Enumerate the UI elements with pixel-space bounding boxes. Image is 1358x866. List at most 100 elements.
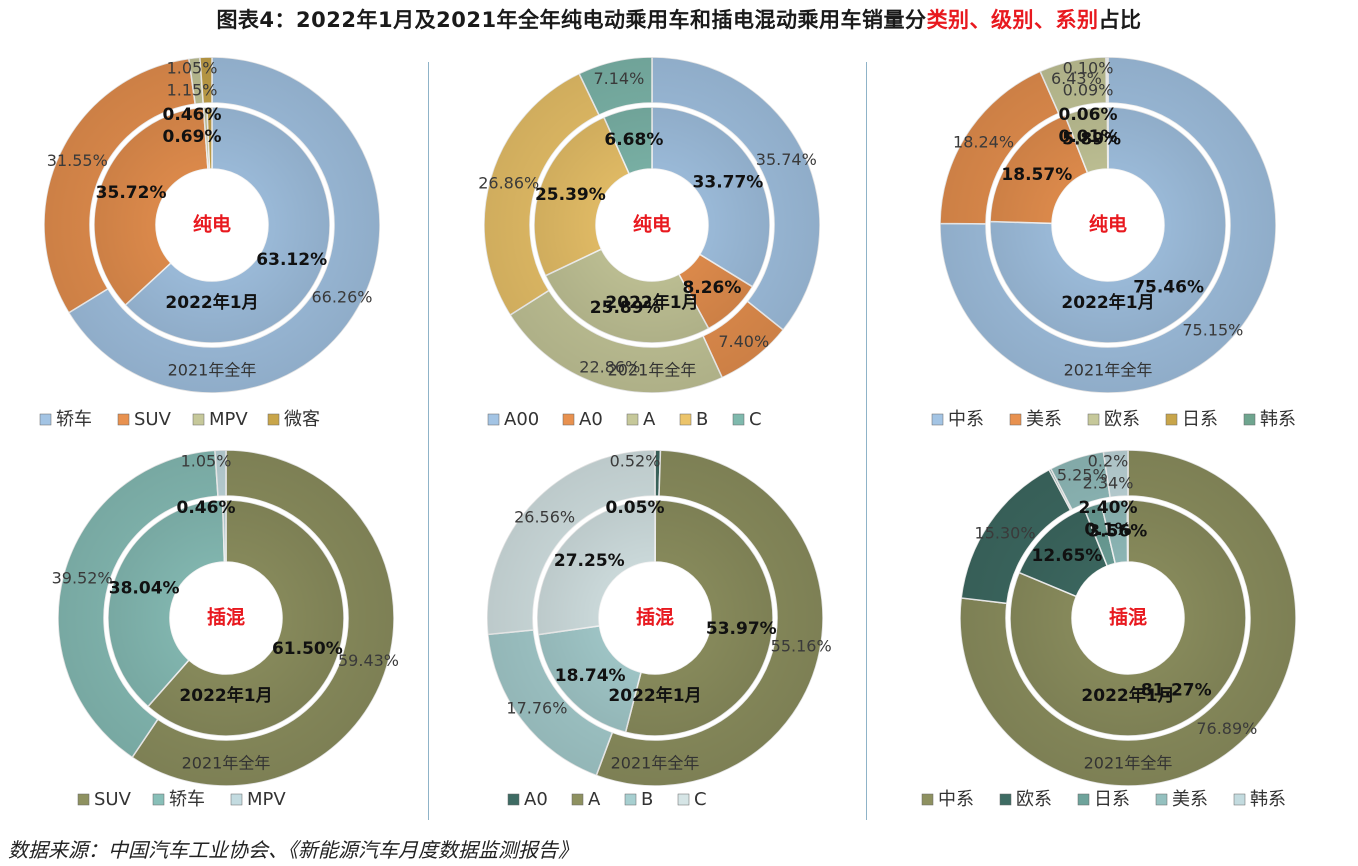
legend-bev_category: 轿车 SUV MPV 微客 <box>39 409 320 430</box>
value-label-inner-1: 8.26% <box>682 278 741 298</box>
title-main: 图表4：2022年1月及2021年全年纯电动乘用车和插电混动乘用车销量分 <box>216 8 927 32</box>
value-label-inner-3: 0.06% <box>1059 105 1118 125</box>
value-label-inner-0: 81.27% <box>1141 680 1212 700</box>
inner-ring-label: 2022年1月 <box>165 292 258 313</box>
ring-shade-inner <box>533 107 770 344</box>
value-label-inner-1: 12.65% <box>1032 546 1103 566</box>
legend-label: MPV <box>247 789 286 810</box>
legend-swatch <box>571 793 584 806</box>
outer-ring-label: 2021年全年 <box>611 754 700 773</box>
value-label-inner-1: 38.04% <box>109 578 180 598</box>
donut-hole <box>164 177 260 273</box>
value-label-outer-4: 0.09% <box>1063 81 1114 100</box>
column-divider-1 <box>428 62 429 820</box>
chart-phev_origin: 76.89% 15.30% 0.2%5.25%2.34% 81.27% 12.65% 2.… <box>921 449 1297 810</box>
legend-phev_class: A0 A B C <box>507 789 707 810</box>
legend-label: 欧系 <box>1104 409 1140 430</box>
value-label-outer-2: 0.2% <box>1088 452 1129 471</box>
legend-label: 日系 <box>1182 409 1218 430</box>
outer-ring-label: 2021年全年 <box>1084 754 1173 773</box>
value-label-outer-3: 26.86% <box>478 174 539 193</box>
legend-label: A0 <box>524 789 548 810</box>
legend-label: 中系 <box>948 409 984 430</box>
value-label-inner-4: 0.01% <box>1059 127 1118 147</box>
legend-swatch <box>562 413 575 426</box>
legend-swatch <box>1155 793 1168 806</box>
value-label-outer-3: 5.25% <box>1057 466 1108 485</box>
value-label-inner-3: 3.56% <box>1088 522 1147 542</box>
legend-label: C <box>694 789 707 810</box>
value-label-inner-4: 6.68% <box>604 130 663 150</box>
legend-swatch <box>487 413 500 426</box>
value-label-inner-4: 0.1% <box>1084 520 1131 540</box>
donut-hole <box>178 570 274 666</box>
inner-ring-label: 2022年1月 <box>608 685 701 706</box>
value-label-outer-1: 7.40% <box>718 332 769 351</box>
chart-bev_category: 66.26% 31.55% 1.05% 1.15% 63.12% 35.72% 0.46%0… <box>39 56 381 430</box>
title-highlight: 类别、级别、系别 <box>926 8 1099 32</box>
legend-label: A <box>643 409 656 430</box>
column-divider-2 <box>866 62 867 820</box>
value-label-inner-2: 2.40% <box>1079 498 1138 518</box>
legend-swatch <box>507 793 520 806</box>
ring-shade-inner <box>93 107 330 343</box>
value-label-outer-0: 66.26% <box>311 287 372 306</box>
value-label-inner-1: 18.57% <box>1001 165 1072 185</box>
value-label-inner-2: 18.74% <box>555 666 626 686</box>
value-label-outer-1: 18.24% <box>953 133 1014 152</box>
value-label-outer-2: 22.86% <box>579 357 640 376</box>
value-label-inner-1: 53.97% <box>706 619 777 639</box>
ring-shade-inner <box>536 500 773 736</box>
value-label-inner-2: 0.46% <box>163 105 222 125</box>
value-label-outer-1: 39.52% <box>52 569 113 588</box>
value-label-outer-4: 2.34% <box>1083 474 1134 493</box>
inner-ring-label: 2022年1月 <box>1061 292 1154 313</box>
legend-label: 轿车 <box>169 789 205 810</box>
title-tail: 占比 <box>1098 8 1142 32</box>
value-label-inner-0: 63.12% <box>256 250 327 270</box>
legend-label: 轿车 <box>56 409 92 430</box>
legend-swatch <box>999 793 1012 806</box>
center-label: 插混 <box>1109 607 1147 629</box>
outer-ring-label: 2021年全年 <box>1064 361 1153 380</box>
legend-swatch <box>267 413 280 426</box>
chart-bev_origin: 75.15% 18.24% 6.43%0.10% 0.09% 75.46% 18.57% 5… <box>931 56 1296 430</box>
legend-label: 韩系 <box>1260 409 1296 430</box>
chart-bev_class: 35.74%7.40%22.86%26.86%7.14%33.77%8.26%2… <box>478 56 821 430</box>
legend-label: A0 <box>579 409 603 430</box>
value-label-inner-0: 0.05% <box>606 498 665 518</box>
value-label-inner-2: 5.89% <box>1062 130 1121 150</box>
donut-hole <box>1080 570 1176 666</box>
inner-ring-label: 2022年1月 <box>605 292 698 313</box>
value-label-outer-2: 17.76% <box>506 698 567 717</box>
legend-label: B <box>641 789 653 810</box>
value-label-outer-0: 59.43% <box>338 651 399 670</box>
legend-swatch <box>1165 413 1178 426</box>
legend-swatch <box>1233 793 1246 806</box>
value-label-outer-3: 26.56% <box>514 507 575 526</box>
value-label-outer-1: 31.55% <box>47 151 108 170</box>
center-label: 插混 <box>207 607 245 629</box>
legend-swatch <box>39 413 52 426</box>
value-label-outer-2: 1.05% <box>167 59 218 78</box>
outer-ring-label: 2021年全年 <box>608 361 697 380</box>
ring-shade-inner <box>989 107 1226 343</box>
legend-bev_class: A00 A0 A B C <box>487 409 762 430</box>
value-label-outer-1: 15.30% <box>975 523 1036 542</box>
ring-shade-inner <box>107 500 344 736</box>
page-title: 图表4：2022年1月及2021年全年纯电动乘用车和插电混动乘用车销量分类别、级… <box>0 4 1358 34</box>
legend-swatch <box>1009 413 1022 426</box>
legend-phev_category: SUV 轿车 MPV <box>77 789 286 810</box>
value-label-inner-2: 25.89% <box>590 298 661 318</box>
legend-label: C <box>749 409 762 430</box>
legend-label: B <box>696 409 708 430</box>
value-label-outer-3: 1.15% <box>167 81 218 100</box>
legend-swatch <box>152 793 165 806</box>
value-label-outer-2: 1.05% <box>181 452 232 471</box>
value-label-inner-1: 35.72% <box>96 183 167 203</box>
legend-swatch <box>1087 413 1100 426</box>
legend-swatch <box>931 413 944 426</box>
legend-label: A00 <box>504 409 539 430</box>
value-label-outer-4: 7.14% <box>593 69 644 88</box>
value-label-inner-3: 25.39% <box>535 185 606 205</box>
